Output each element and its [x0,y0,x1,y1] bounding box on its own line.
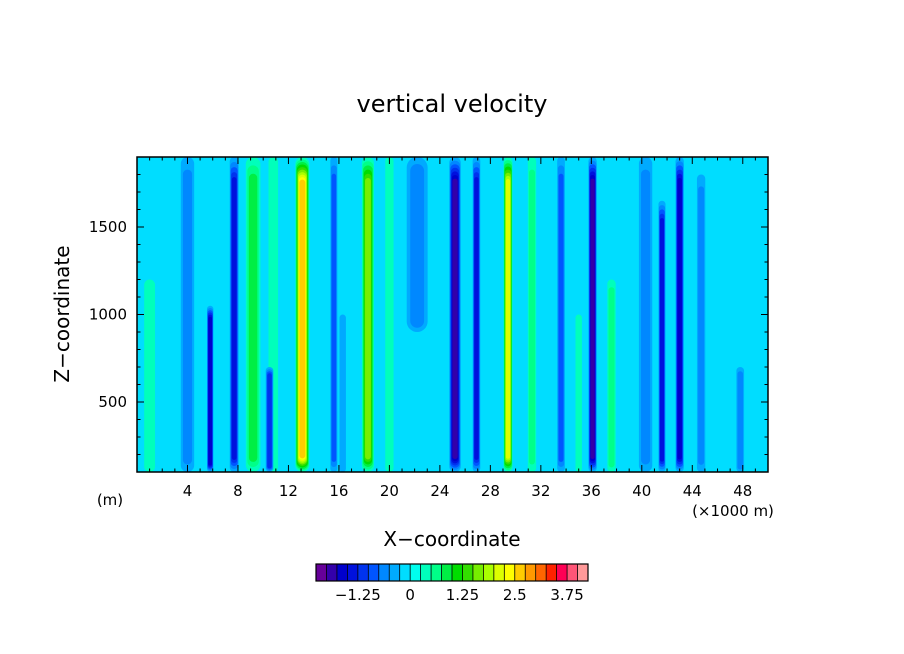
x-tick-label: 44 [683,482,702,500]
colorbar-swatch [567,564,578,581]
field-contour [659,218,665,462]
colorbar-swatch [368,564,380,581]
field-contour [248,173,258,462]
field-contour [608,287,615,468]
x-tick-label: 32 [531,482,550,500]
x-axis: 4 8 12 16 20 24 28 32 36 40 44 48 [149,157,756,500]
colorbar-swatch [326,564,338,581]
colorbar-swatch [452,564,463,581]
field-contour [505,179,511,459]
chart-title: vertical velocity [357,90,548,118]
field-contour [641,169,651,465]
y-tick-label: 500 [98,393,127,411]
colorbar-swatch [462,564,474,581]
colorbar-swatch [493,564,505,581]
colorbar-swatch [336,564,348,581]
colorbar-swatch [399,564,411,581]
colorbar-swatch [514,564,526,581]
colorbar-swatch [420,564,432,581]
field-contour [529,169,535,465]
x-tick-label: 24 [430,482,449,500]
field-contour [331,173,337,462]
field-contour [208,316,213,466]
x-tick-label: 40 [632,482,651,500]
colorbar-frame [315,563,589,582]
colorbar-tick-label: 1.25 [446,586,479,604]
colorbar-swatch [378,564,390,581]
colorbar-swatch [410,564,421,581]
colorbar-swatch [472,564,484,581]
x-tick-label: 20 [380,482,399,500]
colorbar-tick-label: −1.25 [335,586,381,604]
colorbar-swatch [504,564,516,581]
x-tick-label: 12 [279,482,298,500]
field-contour [385,157,394,472]
x-tick-label: 28 [481,482,500,500]
field-contour [410,164,425,328]
x-tick-label: 48 [733,482,752,500]
colorbar-swatch [431,564,442,581]
field-contour [299,179,306,459]
colorbar-swatch [357,564,369,581]
field-contour [474,177,479,460]
x-tick-label: 4 [183,482,193,500]
y-axis-label: Z−coordinate [50,245,74,382]
colorbar-tick-label: 0 [405,586,415,604]
field-contour [575,314,582,472]
heatmap-field [137,157,768,472]
field-contour [677,178,682,460]
colorbar-swatch [483,564,495,581]
field-contour [698,186,705,465]
field-contour [182,169,193,465]
x-axis-label: X−coordinate [383,527,520,551]
field-contour [144,279,156,472]
field-contour [737,371,744,470]
colorbar-swatch [577,564,589,581]
field-contour [452,178,458,460]
colorbar-swatch [535,564,547,581]
colorbar-swatch [441,564,453,581]
y-tick-label: 1500 [89,218,127,236]
y-tick-label: 1000 [89,306,127,324]
field-contour [339,314,346,472]
y-axis: 500 1000 1500 [89,174,768,455]
colorbar-swatch [556,564,568,581]
colorbar-swatch [389,564,400,581]
colorbar: −1.25 0 1.25 2.5 3.75 [315,563,589,604]
x-tick-label: 16 [329,482,348,500]
colorbar-swatch [347,564,359,581]
colorbar-tick-label: 2.5 [503,586,527,604]
field-contour [231,177,237,460]
x-unit-label: (×1000 m) [692,502,774,520]
colorbar-swatch [525,564,536,581]
y-unit-label: (m) [97,491,123,509]
field-contour [558,173,564,462]
field-contour [590,178,595,460]
field-contour [267,373,272,469]
field-contour [365,178,371,460]
colorbar-tick-label: 3.75 [550,586,583,604]
colorbar-swatch [316,564,327,581]
colorbar-swatch [546,564,557,581]
x-tick-label: 8 [233,482,243,500]
x-tick-label: 36 [582,482,601,500]
